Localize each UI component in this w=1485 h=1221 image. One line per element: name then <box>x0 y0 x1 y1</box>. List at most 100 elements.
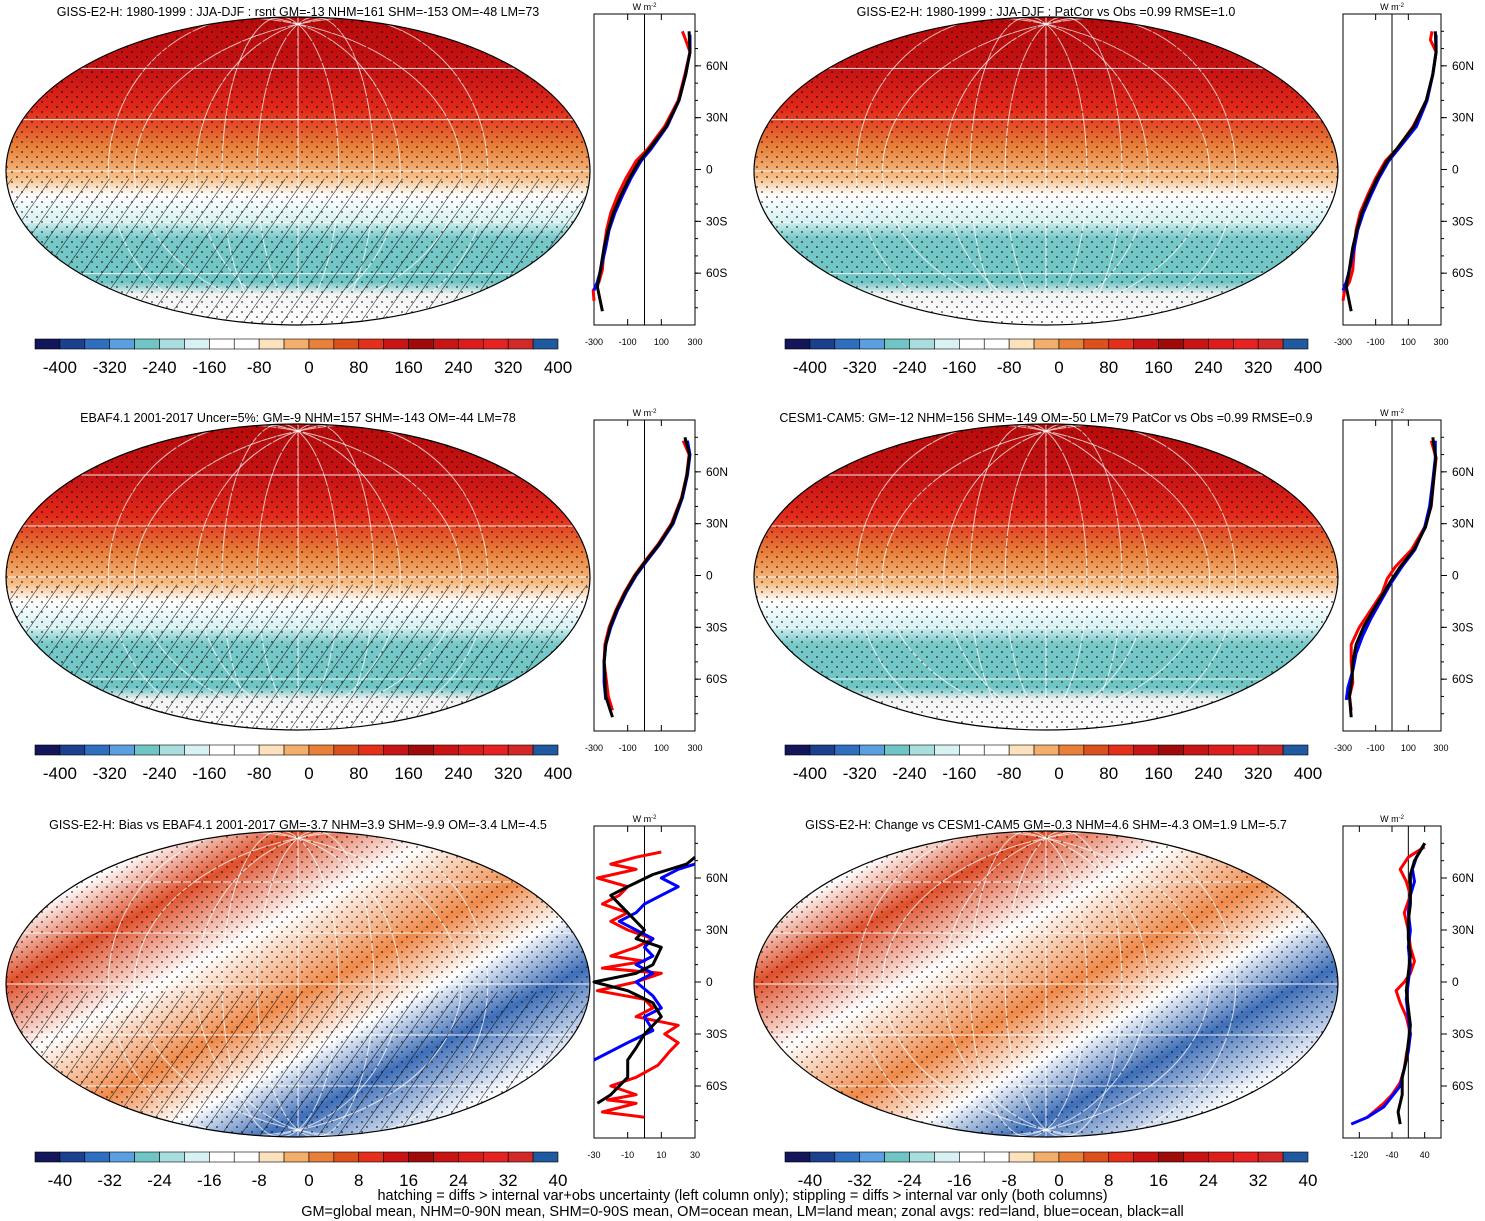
colorbar-swatch <box>482 1151 509 1163</box>
colorbar-swatch <box>34 338 61 350</box>
colorbar-tick-label: 24 <box>449 1171 468 1190</box>
colorbar-swatch <box>532 744 559 756</box>
colorbar-swatch <box>784 744 811 756</box>
colorbar-swatch <box>84 744 111 756</box>
zonal-mean-plot: W m-2 60N 30N 0 30S 60S -300 -100 100 300 <box>585 408 728 753</box>
colorbar-swatch <box>1083 744 1110 756</box>
colorbar-swatch <box>1282 744 1309 756</box>
colorbar-tick-label: 8 <box>1104 1171 1113 1190</box>
colorbar-tick-label: 240 <box>444 764 472 783</box>
all-line <box>592 856 696 1105</box>
colorbar-tick-label: -160 <box>192 358 226 377</box>
colorbar-swatch <box>1232 744 1259 756</box>
colorbar-swatch <box>909 744 935 756</box>
all-line <box>602 436 692 718</box>
colorbar-tick-label: 0 <box>1054 764 1063 783</box>
colorbar-swatch <box>233 744 260 756</box>
zonal-mean-plot: W m-2 60N 30N 0 30S 60S -120 -40 40 <box>1342 814 1474 1160</box>
colorbar-swatch <box>1058 338 1085 350</box>
footer-note-means: GM=global mean, NHM=0-90N mean, SHM=0-90… <box>301 1204 1184 1220</box>
colorbar-swatch <box>358 744 384 756</box>
colorbar-swatch <box>983 338 1010 350</box>
x-tick-label: 100 <box>654 743 669 753</box>
colorbar-swatch <box>532 1151 559 1163</box>
x-tick-label: -30 <box>587 1150 600 1160</box>
colorbar-swatch <box>283 338 310 350</box>
colorbar-swatch <box>433 1151 459 1163</box>
map-border <box>5 423 591 731</box>
colorbar-swatch <box>959 338 985 350</box>
colorbar-swatch <box>433 338 459 350</box>
colorbar-swatch <box>859 338 885 350</box>
lat-tick-label: 60N <box>706 871 728 885</box>
colorbar-swatch <box>84 1151 111 1163</box>
colorbar-swatch <box>1083 1151 1110 1163</box>
colorbar-swatch <box>859 744 885 756</box>
x-tick-label: 10 <box>656 1150 666 1160</box>
panel-title: GISS-E2-H: 1980-1999 : JJA-DJF : PatCor … <box>857 5 1236 19</box>
panel-model-patcor: GISS-E2-H: 1980-1999 : JJA-DJF : PatCor … <box>753 2 1474 377</box>
colorbar-tick-label: 0 <box>304 764 313 783</box>
colorbar-tick-label: 80 <box>1099 764 1118 783</box>
x-tick-label: -300 <box>585 743 603 753</box>
map <box>754 17 1338 325</box>
colorbar-swatch <box>1183 338 1209 350</box>
colorbar-swatch <box>1257 1151 1284 1163</box>
x-tick-label: -300 <box>1334 743 1352 753</box>
all-line <box>1344 31 1438 312</box>
colorbar: -40 -32 -24 -16 -8 0 8 16 24 32 40 <box>34 1151 567 1190</box>
x-tick-label: 100 <box>654 337 669 347</box>
colorbar-tick-label: -240 <box>143 358 177 377</box>
map <box>754 424 1338 730</box>
colorbar-swatch <box>507 1151 534 1163</box>
ocean-line <box>593 862 696 1062</box>
colorbar-tick-label: -160 <box>942 358 976 377</box>
colorbar-swatch <box>59 744 86 756</box>
lat-tick-label: 0 <box>1452 163 1459 177</box>
map-border <box>753 423 1339 731</box>
lat-tick-label: 60S <box>1452 266 1473 280</box>
colorbar-swatch <box>1133 1151 1159 1163</box>
colorbar-swatch <box>482 744 509 756</box>
lat-tick-label: 60N <box>1452 465 1474 479</box>
colorbar-swatch <box>1208 744 1234 756</box>
panel-title: CESM1-CAM5: GM=-12 NHM=156 SHM=-149 OM=-… <box>779 411 1312 425</box>
colorbar-swatch <box>1033 744 1060 756</box>
axis-unit-label: W m-2 <box>633 814 657 824</box>
colorbar-swatch <box>1208 1151 1234 1163</box>
colorbar-swatch <box>408 338 434 350</box>
colorbar-swatch <box>358 1151 384 1163</box>
x-tick-label: -300 <box>585 337 603 347</box>
colorbar-swatch <box>1257 338 1284 350</box>
lat-tick-label: 60S <box>706 1079 727 1093</box>
map <box>6 424 590 730</box>
colorbar-swatch <box>784 338 811 350</box>
colorbar-swatch <box>109 1151 135 1163</box>
hatching <box>6 178 590 325</box>
colorbar-swatch <box>34 744 61 756</box>
axis-unit-label: W m-2 <box>1380 2 1404 12</box>
all-line <box>595 31 692 312</box>
zonal-mean-plot: W m-2 60N 30N 0 30S 60S -300 -100 100 300 <box>1334 408 1474 753</box>
colorbar-tick-label: 240 <box>444 358 472 377</box>
colorbar-tick-label: 16 <box>399 1171 418 1190</box>
colorbar-swatch <box>1208 338 1234 350</box>
colorbar-tick-label: -320 <box>843 764 877 783</box>
lat-tick-label: 60S <box>706 672 727 686</box>
lat-tick-label: 30N <box>1452 923 1474 937</box>
panel-bias: GISS-E2-H: Bias vs EBAF4.1 2001-2017 GM=… <box>5 814 728 1190</box>
colorbar-swatch <box>1033 1151 1060 1163</box>
lat-tick-label: 60S <box>1452 1079 1473 1093</box>
colorbar-swatch <box>233 1151 260 1163</box>
lat-tick-label: 30S <box>706 214 727 228</box>
colorbar-swatch <box>184 1151 210 1163</box>
lat-tick-label: 0 <box>706 569 713 583</box>
colorbar-swatch <box>233 338 260 350</box>
colorbar-swatch <box>258 338 285 350</box>
colorbar-tick-label: 400 <box>544 764 572 783</box>
colorbar-tick-label: -80 <box>997 358 1022 377</box>
colorbar: -400 -320 -240 -160 -80 0 80 160 240 320 400 <box>34 338 572 377</box>
colorbar-tick-label: 40 <box>1299 1171 1318 1190</box>
colorbar-swatch <box>1257 744 1284 756</box>
x-tick-label: -100 <box>1367 337 1385 347</box>
